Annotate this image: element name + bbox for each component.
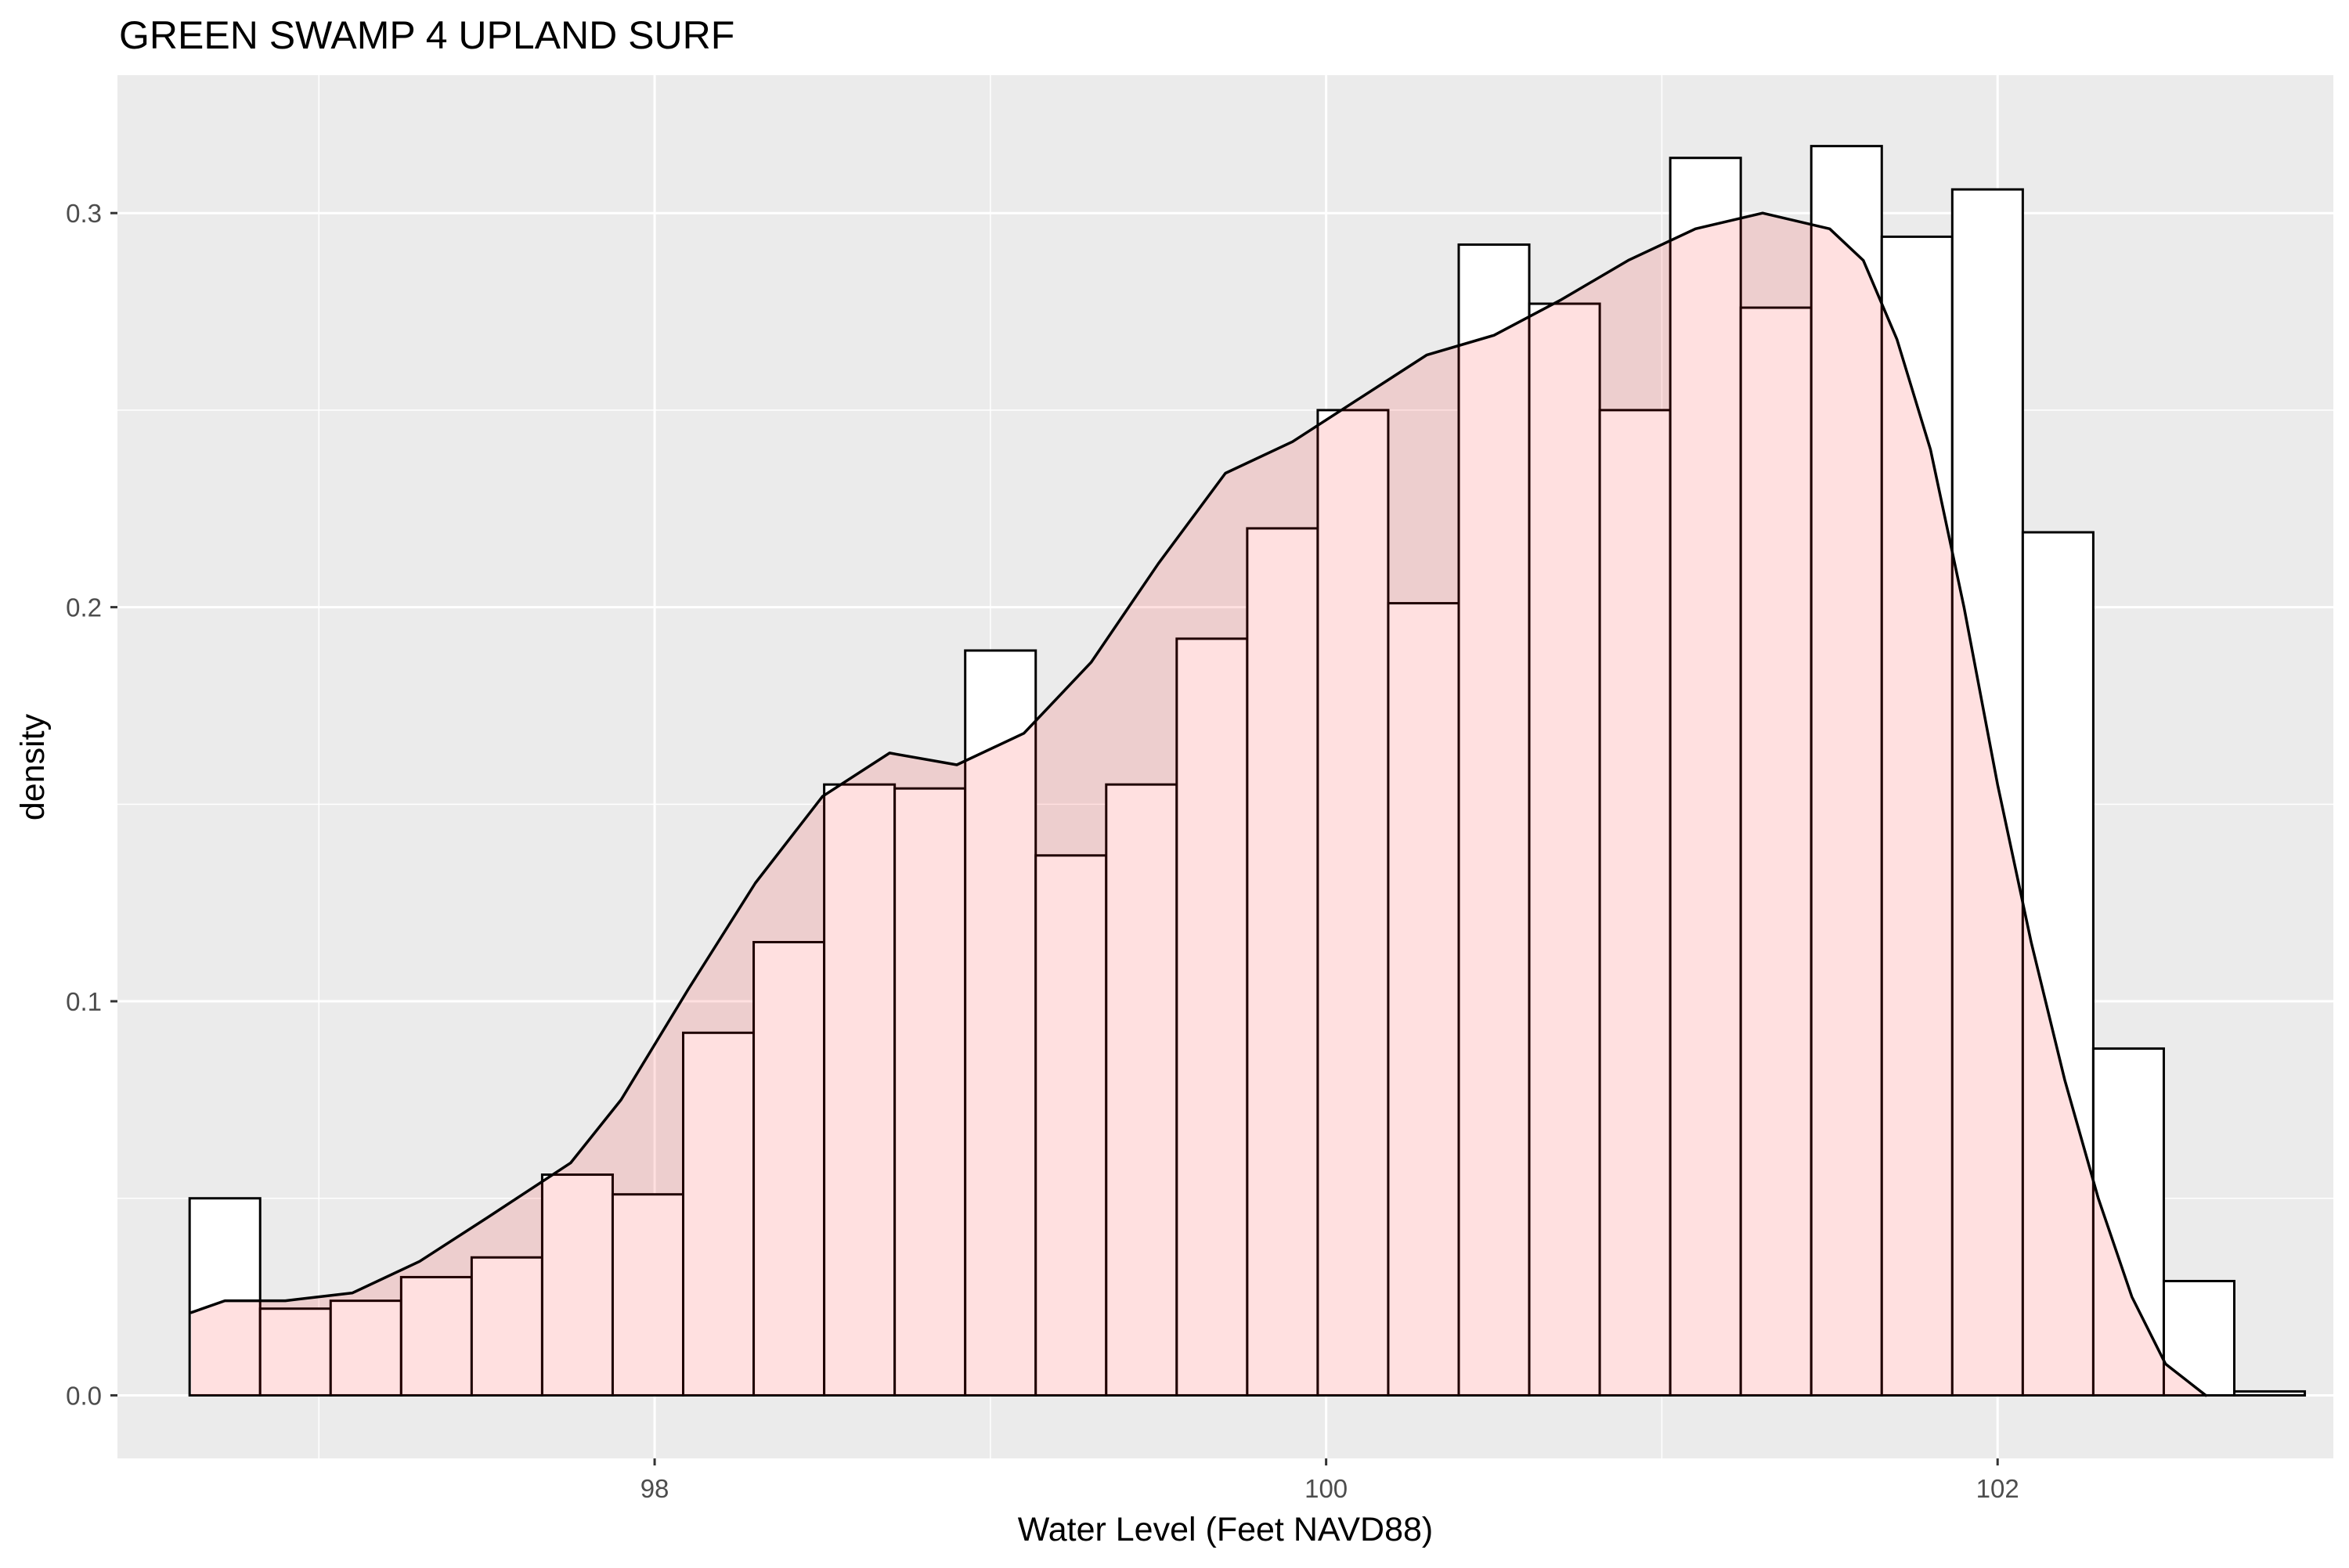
histogram-bar — [470, 1256, 543, 1397]
histogram-bars — [188, 145, 2307, 1397]
y-axis: 0.0 0.1 0.2 0.3 — [66, 199, 117, 1410]
histogram-bar — [1105, 783, 1178, 1397]
histogram-bar — [2233, 1390, 2307, 1397]
histogram-bar — [1175, 637, 1249, 1397]
histogram-bar — [682, 1031, 756, 1397]
histogram-bar — [964, 649, 1037, 1397]
histogram-bar — [2021, 531, 2095, 1397]
histogram-bar — [540, 1173, 614, 1397]
histogram-bar — [258, 1307, 332, 1397]
chart-title: GREEN SWAMP 4 UPLAND SURF — [119, 13, 734, 57]
x-tick-label: 100 — [1304, 1474, 1348, 1503]
density-curve-layer — [189, 211, 2207, 1397]
histogram-bar — [188, 1197, 262, 1397]
histogram-bar — [1457, 243, 1531, 1397]
y-tick-label: 0.2 — [66, 593, 102, 622]
histogram-bar — [1528, 302, 1601, 1397]
x-tick-label: 98 — [640, 1474, 669, 1503]
x-tick-label: 102 — [1976, 1474, 2019, 1503]
histogram-bar — [1739, 306, 1813, 1397]
x-axis: 98 100 102 — [640, 1458, 2019, 1503]
density-line — [189, 211, 2207, 1397]
histogram-bar — [1246, 527, 1319, 1397]
histogram-bar — [611, 1193, 685, 1397]
histogram-bar — [823, 783, 897, 1397]
y-tick-label: 0.1 — [66, 987, 102, 1016]
histogram-bar — [893, 787, 967, 1397]
histogram-bar — [329, 1299, 402, 1397]
histogram-bar — [1950, 188, 2024, 1397]
density-area — [191, 213, 2206, 1396]
histogram-bar — [1669, 157, 1742, 1397]
histogram-bar — [1387, 602, 1460, 1397]
y-axis-title: density — [14, 713, 52, 820]
x-axis-title: Water Level (Feet NAVD88) — [1018, 1511, 1434, 1548]
histogram-bar — [2162, 1279, 2236, 1397]
y-tick-label: 0.3 — [66, 199, 102, 228]
histogram-bar — [1034, 854, 1108, 1397]
y-tick-label: 0.0 — [66, 1381, 102, 1410]
histogram-bar — [1598, 409, 1672, 1397]
histogram-bar — [752, 941, 826, 1397]
